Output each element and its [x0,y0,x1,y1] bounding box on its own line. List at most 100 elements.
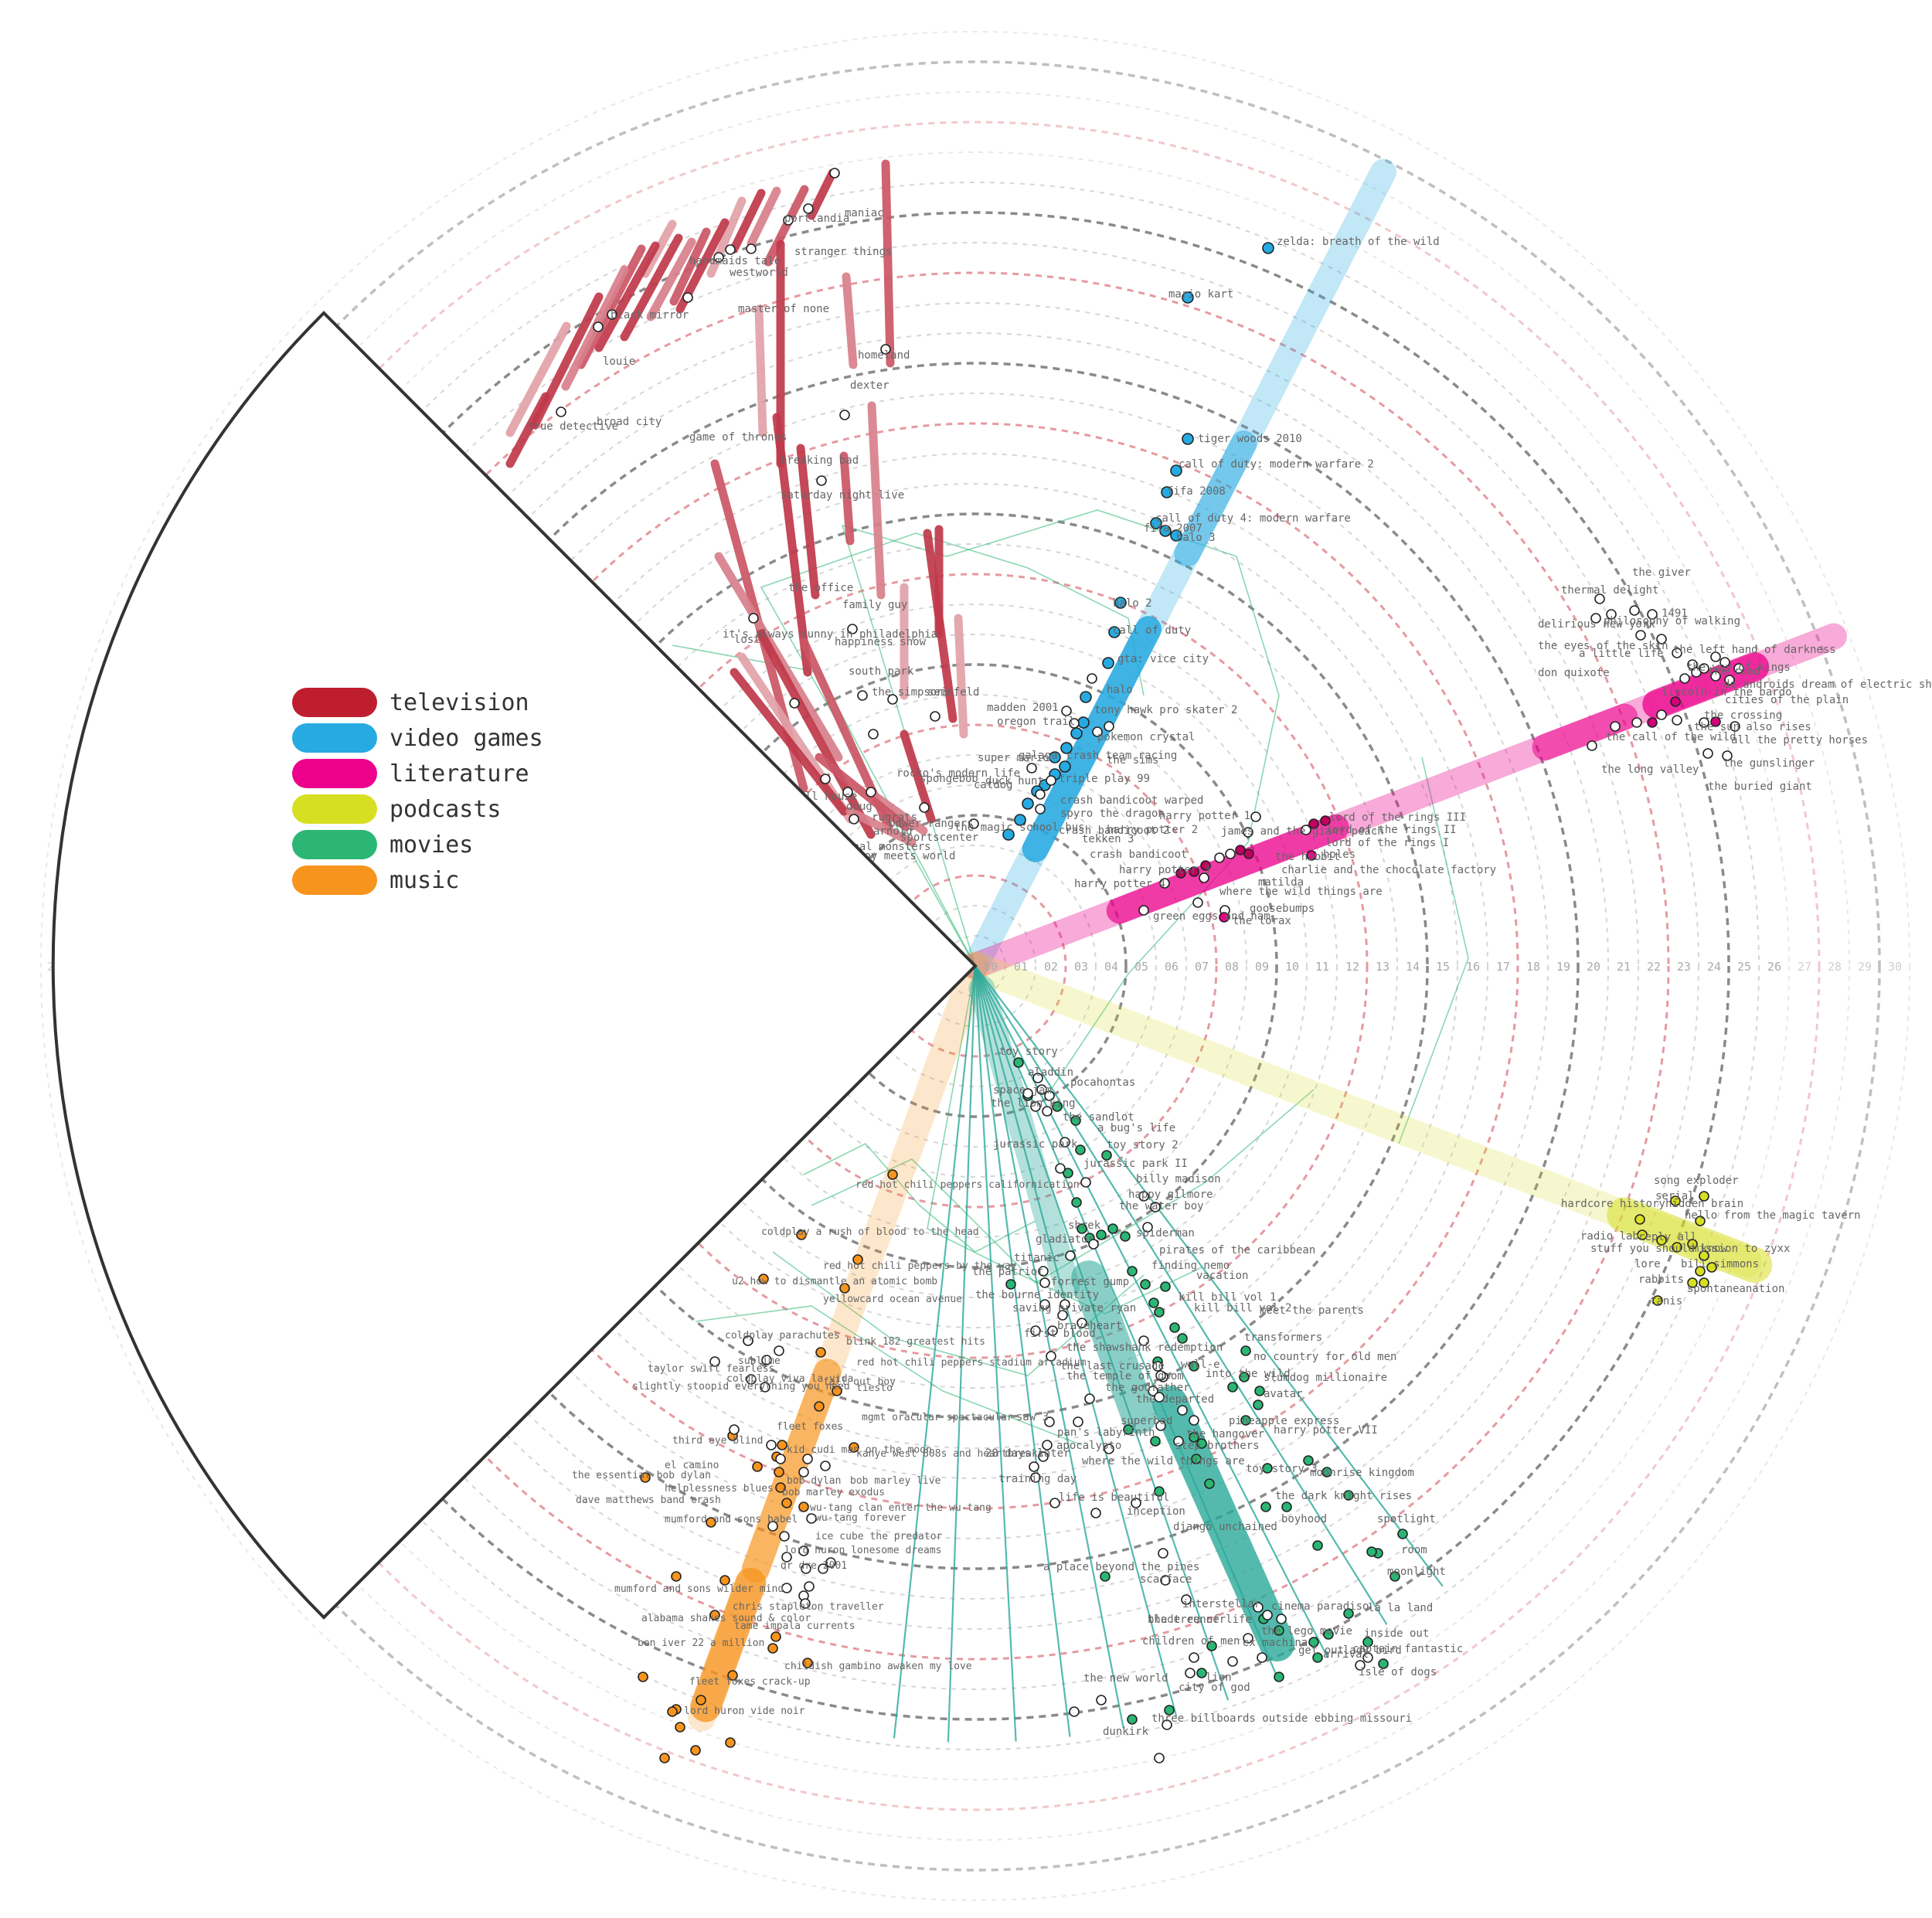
television-bar [505,321,571,437]
item-marker [1073,1416,1083,1427]
item-marker [1235,845,1246,855]
item-marker [1225,848,1236,859]
item-marker [1200,860,1211,871]
item-label: louie [603,355,635,368]
item-label: rocko's modern life [896,767,1020,780]
item-marker [1100,1571,1111,1582]
item-marker [1240,1415,1251,1426]
television-bar [815,753,910,831]
television-bar [807,168,837,220]
connection-line [760,532,1145,967]
item-label: serial [1655,1190,1695,1202]
item-marker [1096,1695,1107,1705]
item-marker [857,690,868,701]
item-label: wu-tang clan enter the wu-tang [810,1502,992,1514]
legend-item-movies: movies [292,827,543,862]
television-bar [764,185,809,267]
item-label: a place beyond the pines [1043,1561,1199,1573]
item-marker [1253,1399,1264,1410]
item-marker [1090,1508,1101,1518]
item-marker [1189,1415,1199,1426]
item-marker [1042,1440,1053,1450]
item-marker [1046,775,1056,786]
item-marker [1161,486,1173,498]
item-label: the simpsons [872,686,950,699]
item-label: green eggs and ham [1153,910,1270,923]
item-label: the way of kings [1686,661,1791,674]
item-label: vacation [1196,1270,1248,1282]
item-label: children of men [1142,1635,1240,1648]
year-ring [643,634,1308,1298]
item-label: kanye west 808s and heartbreaks [856,1448,1044,1460]
item-label: madden 2001 [987,702,1059,714]
year-tick-label: 07 [1195,960,1209,974]
television-bar [641,219,677,278]
item-marker [798,1467,809,1478]
item-label: the lion king [991,1097,1076,1110]
item-label: slightly stoopid everything you need [632,1381,850,1393]
item-marker [1044,1416,1055,1427]
item-marker [1672,1242,1682,1253]
item-label: lord huron lonesome dreams [784,1545,942,1556]
item-label: the departed [1136,1393,1214,1406]
year-tick-label: 25 [1737,960,1751,974]
item-label: inception [1127,1505,1185,1518]
item-label: real monsters [846,841,931,853]
item-label: crash team racing [1066,750,1177,762]
item-marker [719,1575,730,1586]
item-label: the sandlot [1063,1111,1134,1124]
item-marker [1635,630,1646,641]
item-label: the essential bob dylan [572,1470,711,1481]
movies-ray [974,965,1124,1729]
year-ring [703,694,1247,1238]
item-label: billy madison [1136,1173,1221,1185]
item-marker [1044,1090,1055,1101]
item-label: lore [1634,1258,1661,1270]
item-marker [1733,663,1744,674]
item-marker [802,1454,813,1464]
item-marker [839,410,850,420]
item-label: song exploder [1654,1175,1739,1187]
item-label: the new world [1083,1672,1168,1685]
item-label: goosebumps [1250,903,1315,915]
item-marker [1355,1660,1366,1671]
item-label: it's always sunny in philadelphia [723,628,937,641]
item-label: hidden brain [1665,1198,1743,1210]
item-marker [1594,593,1605,604]
item-label: forrest gump [1051,1276,1129,1288]
movies-ray [893,965,977,1739]
movies-ray [975,965,1388,1625]
item-label: bill simmons [1681,1258,1759,1270]
item-marker [1378,1658,1389,1669]
item-label: pirates of the caribbean [1159,1244,1315,1257]
year-tick-label: 11 [1315,960,1329,974]
item-label: blink 182 greatest hits [846,1336,985,1348]
legend-swatch-music [292,865,377,895]
item-label: fleet foxes crack-up [689,1676,811,1688]
item-marker [1196,1668,1207,1678]
item-marker [1160,1281,1171,1292]
item-label: philosophy of walking [1604,615,1740,627]
item-marker [1262,1610,1273,1620]
item-label: space jam [993,1084,1052,1097]
item-marker [1155,1420,1166,1431]
item-marker [1039,1277,1050,1288]
item-marker [1088,1239,1099,1250]
item-label: triple play 99 [1059,773,1150,785]
item-marker [671,1571,682,1582]
item-marker [1182,433,1194,445]
item-marker [1262,1463,1273,1474]
item-label: cities of the plain [1725,694,1849,706]
item-label: power rangers [889,818,974,830]
item-marker [1722,750,1733,761]
item-label: life is beautiful [1059,1491,1169,1504]
item-label: seinfeld [927,686,979,699]
item-label: red hot chili peppers californication [855,1179,1080,1191]
television-bar [594,241,660,352]
item-marker [758,1274,769,1284]
item-label: tanis [1650,1295,1682,1308]
item-marker [1138,1191,1149,1202]
item-marker [593,321,604,332]
item-marker [1312,1540,1323,1551]
year-tick-label: 26 [1767,960,1781,974]
